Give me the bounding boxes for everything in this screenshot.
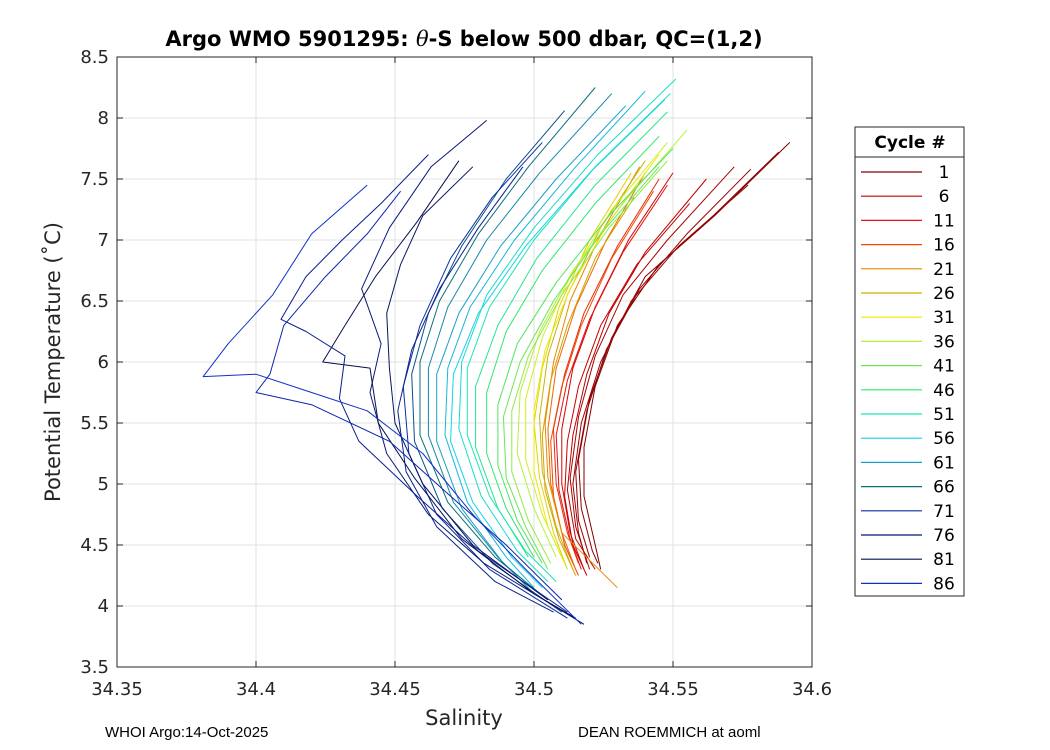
legend-entry: 36 — [861, 332, 955, 352]
series-cycle-24 — [541, 197, 635, 576]
legend-entry: 86 — [861, 574, 955, 594]
legend-label: 21 — [933, 260, 955, 280]
series-cycle-69 — [411, 110, 565, 613]
series-cycle-16 — [550, 190, 654, 576]
y-tick-label: 4.5 — [80, 535, 109, 556]
legend-entry: 41 — [861, 357, 955, 377]
series-cycle-3 — [575, 168, 752, 558]
legend-label: 31 — [933, 308, 955, 328]
legend-entry: 46 — [861, 381, 955, 401]
y-tick-label: 8 — [98, 108, 109, 129]
legend-label: 36 — [933, 332, 955, 352]
y-tick-label: 6 — [98, 352, 109, 373]
legend-label: 61 — [933, 453, 955, 473]
x-tick-label: 34.55 — [647, 679, 699, 700]
y-tick-label: 4 — [98, 596, 109, 617]
y-axis-label: Potential Temperature (˚C) — [41, 222, 65, 502]
grid — [116, 56, 813, 668]
legend-label: 81 — [933, 550, 955, 570]
footer-credit: WHOI Argo:14-Oct-2025 — [105, 724, 269, 741]
legend-label: 26 — [933, 284, 955, 304]
x-tick-label: 34.6 — [792, 679, 832, 700]
y-tick-label: 8.5 — [80, 47, 109, 68]
legend-label: 51 — [933, 405, 955, 425]
legend-entry: 51 — [861, 405, 955, 425]
legend-label: 66 — [933, 478, 955, 498]
y-tick-label: 7.5 — [80, 169, 109, 190]
y-tick-label: 7 — [98, 230, 109, 251]
legend-entry: 81 — [861, 550, 955, 570]
legend-entry: 31 — [861, 308, 955, 328]
series-cycle-46 — [486, 135, 660, 558]
legend-entry: 1 — [861, 163, 949, 183]
series-cycle-11 — [555, 184, 668, 570]
y-tick-label: 5 — [98, 474, 109, 495]
legend-entry: 71 — [861, 502, 955, 522]
legend-entry: 16 — [861, 236, 955, 256]
legend-label: 6 — [939, 187, 950, 207]
legend-entry: 56 — [861, 429, 955, 449]
series-cycle-26 — [539, 160, 646, 570]
series-cycle-44 — [497, 148, 674, 564]
series-cycle-41 — [502, 166, 660, 570]
series-cycle-8 — [561, 172, 674, 570]
chart-title: Argo WMO 5901295: θ-S below 500 dbar, QC… — [165, 27, 762, 51]
series-cycle-76 — [361, 120, 585, 625]
legend-label: 11 — [933, 211, 955, 231]
legend-label: 71 — [933, 502, 955, 522]
series-cycle-5 — [569, 166, 735, 570]
series-cycle-4 — [572, 184, 749, 564]
series-cycle-54 — [458, 78, 677, 582]
x-tick-label: 34.5 — [514, 679, 554, 700]
legend-label: 41 — [933, 357, 955, 377]
axis-ticks: 34.35 34.4 34.45 34.5 34.55 34.6 3.5 4 4.5 5 5.5 6 6… — [80, 47, 832, 700]
legend-label: 16 — [933, 236, 955, 256]
legend-entry: 6 — [861, 187, 949, 207]
legend: Cycle # 16111621263136414651566166717681… — [854, 126, 965, 597]
legend-entry: 61 — [861, 453, 955, 473]
y-tick-label: 5.5 — [80, 413, 109, 434]
series-cycle-85 — [255, 190, 563, 601]
y-tick-label: 6.5 — [80, 291, 109, 312]
legend-entry: 76 — [861, 526, 955, 546]
series-cycle-86 — [202, 184, 582, 625]
series-cycle-51 — [466, 93, 671, 582]
legend-title: Cycle # — [874, 133, 945, 153]
legend-entry: 11 — [861, 211, 955, 231]
legend-label: 46 — [933, 381, 955, 401]
x-tick-label: 34.4 — [236, 679, 276, 700]
legend-label: 76 — [933, 526, 955, 546]
series-cycle-83 — [280, 154, 568, 613]
legend-entry: 66 — [861, 478, 955, 498]
x-tick-label: 34.45 — [369, 679, 421, 700]
legend-box — [854, 126, 965, 597]
series-group — [202, 78, 791, 625]
series-cycle-31 — [533, 154, 660, 564]
x-axis-label: Salinity — [425, 706, 503, 730]
legend-entry: 26 — [861, 284, 955, 304]
legend-label: 1 — [939, 163, 950, 183]
series-cycle-81 — [322, 160, 576, 619]
x-tick-label: 34.35 — [91, 679, 143, 700]
series-cycle-2 — [578, 151, 779, 564]
series-cycle-64 — [427, 93, 613, 595]
series-cycle-49 — [475, 111, 668, 558]
footer-author: DEAN ROEMMICH at aoml — [578, 724, 761, 741]
series-cycle-39 — [511, 160, 668, 564]
y-tick-label: 3.5 — [80, 657, 109, 678]
legend-entry: 21 — [861, 260, 955, 280]
series-cycle-59 — [444, 90, 646, 589]
legend-label: 86 — [933, 574, 955, 594]
series-cycle-61 — [436, 105, 627, 595]
series-cycle-29 — [533, 172, 632, 570]
series-cycle-74 — [397, 166, 554, 613]
series-cycle-79 — [386, 166, 549, 601]
legend-label: 56 — [933, 429, 955, 449]
series-cycle-66 — [419, 87, 596, 601]
series-cycle-36 — [516, 129, 688, 558]
